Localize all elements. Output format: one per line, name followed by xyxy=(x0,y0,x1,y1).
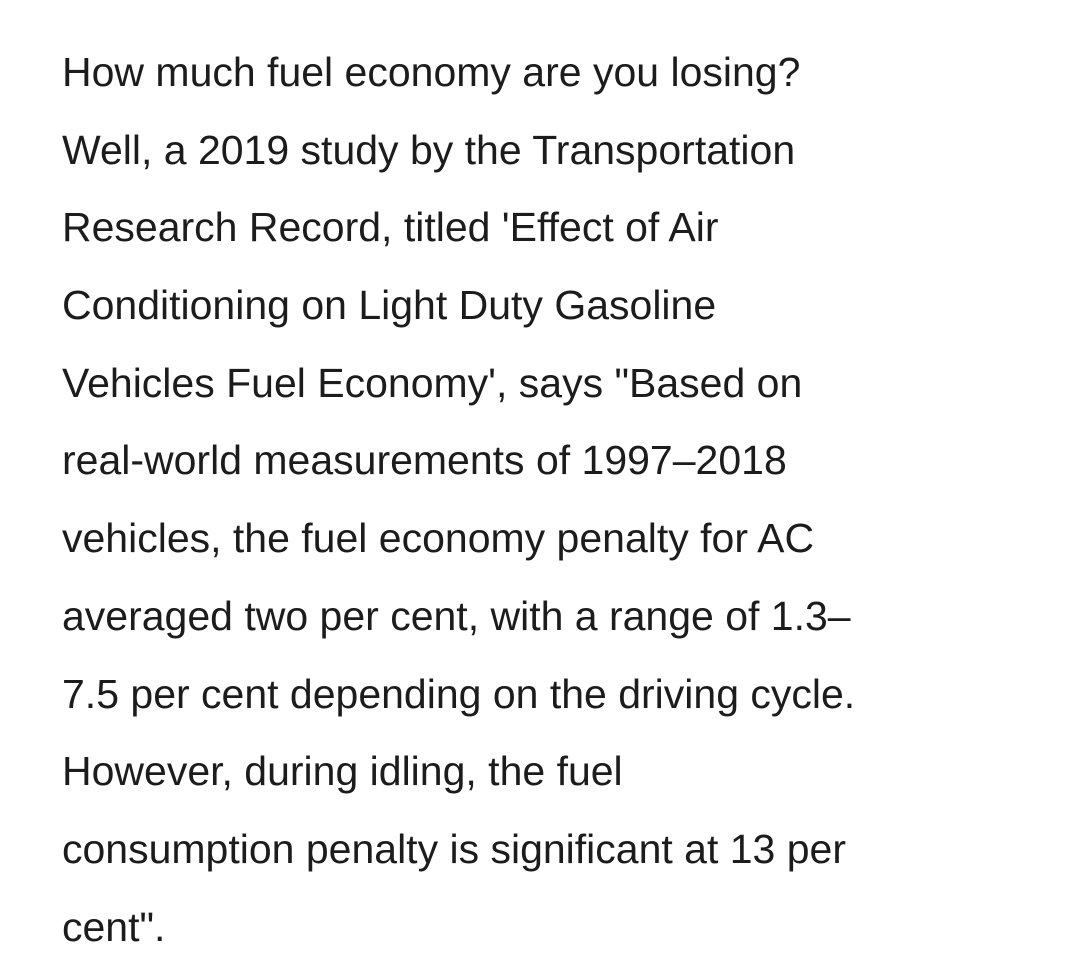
text-line: averaged two per cent, with a range of 1… xyxy=(62,592,851,639)
text-line: vehicles, the fuel economy penalty for A… xyxy=(62,515,815,562)
text-line: real-world measurements of 1997–2018 xyxy=(62,437,787,484)
text-line: However, during idling, the fuel xyxy=(62,748,623,795)
text-line: Research Record, titled 'Effect of Air xyxy=(62,204,719,251)
text-line: Conditioning on Light Duty Gasoline xyxy=(62,282,717,329)
text-line: cent". xyxy=(62,903,166,950)
text-line: Well, a 2019 study by the Transportation xyxy=(62,126,796,173)
text-line: consumption penalty is significant at 13… xyxy=(62,825,847,872)
text-line: Vehicles Fuel Economy', says "Based on xyxy=(62,359,803,406)
text-line: 7.5 per cent depending on the driving cy… xyxy=(62,670,856,717)
text-line: How much fuel economy are you losing? xyxy=(62,49,801,95)
